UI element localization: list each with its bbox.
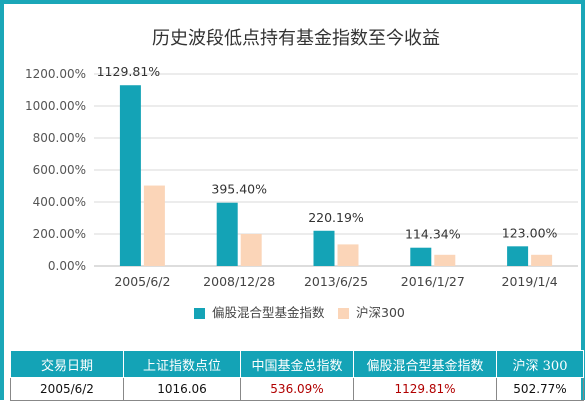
cell-csi300: 502.77%	[496, 377, 584, 401]
header-fund-index: 中国基金总指数	[240, 350, 354, 378]
bar-csi300	[434, 254, 456, 266]
data-labels: 1129.81% 395.40% 220.19% 114.34% 123.00%	[97, 64, 558, 241]
x-tick-label: 2019/1/4	[502, 274, 558, 289]
bar-csi300	[143, 185, 165, 266]
cell-sse-level: 1016.06	[123, 377, 241, 401]
y-tick-label: 1000.00%	[25, 99, 86, 113]
chart-title: 历史波段低点持有基金指数至今收益	[152, 28, 440, 49]
bar-mixed-fund-index	[119, 85, 141, 266]
bar-csi300	[337, 244, 359, 266]
table-row: 2005/6/2 1016.06 536.09% 1129.81% 502.77…	[10, 377, 584, 401]
legend: 偏股混合型基金指数 沪深300	[194, 305, 405, 320]
bars	[119, 85, 553, 266]
x-tick-label: 2008/12/28	[203, 274, 275, 289]
y-tick-label: 600.00%	[33, 163, 86, 177]
table-header-row: 交易日期 上证指数点位 中国基金总指数 偏股混合型基金指数 沪深 300	[10, 350, 584, 378]
bar-mixed-fund-index	[507, 246, 529, 266]
legend-swatch	[338, 308, 349, 319]
header-csi300: 沪深 300	[496, 350, 584, 378]
legend-label: 偏股混合型基金指数	[212, 305, 325, 320]
y-tick-label: 200.00%	[33, 227, 86, 241]
data-label: 395.40%	[211, 182, 267, 197]
bar-mixed-fund-index	[410, 247, 432, 266]
header-date: 交易日期	[10, 350, 124, 378]
legend-swatch	[194, 308, 205, 319]
bar-mixed-fund-index	[216, 202, 238, 266]
data-label: 123.00%	[502, 225, 558, 240]
data-label: 114.34%	[405, 227, 461, 242]
y-tick-label: 1200.00%	[25, 67, 86, 81]
bar-csi300	[531, 254, 553, 266]
x-axis: 2005/6/2 2008/12/28 2013/6/25 2016/1/27 2019…	[114, 274, 557, 289]
cell-date: 2005/6/2	[10, 377, 124, 401]
x-tick-label: 2013/6/25	[304, 274, 368, 289]
data-label: 220.19%	[308, 210, 364, 225]
summary-table: 交易日期 上证指数点位 中国基金总指数 偏股混合型基金指数 沪深 300 200…	[10, 350, 584, 401]
bar-csi300	[240, 234, 262, 266]
grid	[94, 73, 578, 267]
data-label: 1129.81%	[97, 64, 161, 79]
header-mixed-fund-index: 偏股混合型基金指数	[353, 350, 497, 378]
y-tick-label: 400.00%	[33, 195, 86, 209]
cell-fund-index: 536.09%	[240, 377, 354, 401]
cell-mixed-fund-index: 1129.81%	[353, 377, 497, 401]
header-sse-level: 上证指数点位	[123, 350, 241, 378]
chart-svg: 历史波段低点持有基金指数至今收益 0.00% 200.00% 400.00% 600.…	[25, 28, 578, 320]
chart: 历史波段低点持有基金指数至今收益 0.00% 200.00% 400.00% 600.…	[8, 8, 585, 346]
x-tick-label: 2016/1/27	[401, 274, 465, 289]
x-tick-label: 2005/6/2	[114, 274, 170, 289]
y-tick-label: 800.00%	[33, 131, 86, 145]
y-axis: 0.00% 200.00% 400.00% 600.00% 800.00% 1000.00…	[25, 67, 86, 273]
legend-label: 沪深300	[356, 305, 405, 320]
y-tick-label: 0.00%	[48, 259, 86, 273]
bar-mixed-fund-index	[313, 230, 335, 266]
